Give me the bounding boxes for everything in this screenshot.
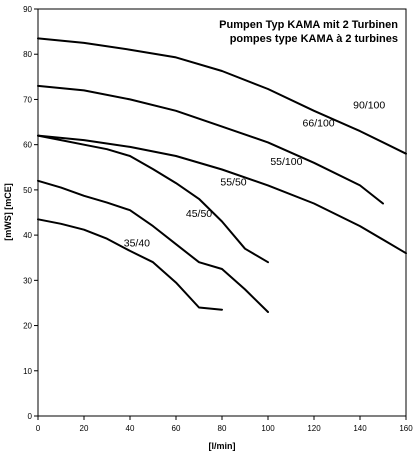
curve-55-100 bbox=[37, 134, 407, 255]
y-tick-label: 90 bbox=[23, 5, 32, 14]
y-tick-label: 30 bbox=[23, 276, 32, 285]
x-tick-label: 80 bbox=[218, 424, 227, 433]
y-tick-label: 70 bbox=[23, 95, 32, 104]
x-tick-label: 60 bbox=[172, 424, 181, 433]
x-axis-ticks: 0 20 40 60 80 100 120 140 160 bbox=[36, 416, 413, 433]
x-tick-label: 100 bbox=[261, 424, 275, 433]
y-tick-label: 80 bbox=[23, 50, 32, 59]
chart-subtitle: pompes type KAMA à 2 turbines bbox=[230, 33, 398, 45]
x-tick-label: 120 bbox=[307, 424, 321, 433]
curve-label-55-100: 55/100 bbox=[270, 156, 302, 168]
curve-45-50 bbox=[37, 179, 269, 313]
plot-area bbox=[37, 8, 407, 417]
x-axis-label: [l/min] bbox=[209, 441, 236, 451]
y-tick-label: 10 bbox=[23, 367, 32, 376]
x-tick-label: 40 bbox=[126, 424, 135, 433]
curve-90-100 bbox=[37, 37, 407, 155]
y-tick-label: 40 bbox=[23, 231, 32, 240]
curve-label-90-100: 90/100 bbox=[353, 99, 385, 111]
curve-label-55-50: 55/50 bbox=[220, 176, 246, 188]
y-tick-label: 20 bbox=[23, 322, 32, 331]
curve-66-100 bbox=[37, 84, 384, 205]
curve-label-35-40: 35/40 bbox=[124, 237, 150, 249]
y-tick-label: 50 bbox=[23, 186, 32, 195]
curve-label-66-100: 66/100 bbox=[303, 118, 335, 130]
x-tick-label: 140 bbox=[353, 424, 367, 433]
y-axis-label: [mWS] [mCE] bbox=[3, 183, 13, 241]
pump-curve-labels: 35/40 45/50 55/50 55/100 66/100 90/100 bbox=[124, 99, 386, 249]
y-axis-ticks: 0 10 20 30 40 50 60 70 80 90 bbox=[23, 5, 38, 421]
y-tick-label: 0 bbox=[28, 412, 33, 421]
x-tick-label: 20 bbox=[80, 424, 89, 433]
pump-curves bbox=[37, 37, 407, 313]
chart-title: Pumpen Typ KAMA mit 2 Turbinen bbox=[219, 19, 398, 31]
x-tick-label: 160 bbox=[399, 424, 413, 433]
curve-35-40 bbox=[37, 218, 223, 311]
x-tick-label: 0 bbox=[36, 424, 41, 433]
y-tick-label: 60 bbox=[23, 141, 32, 150]
curve-label-45-50: 45/50 bbox=[186, 208, 212, 220]
curve-55-50 bbox=[37, 134, 269, 264]
